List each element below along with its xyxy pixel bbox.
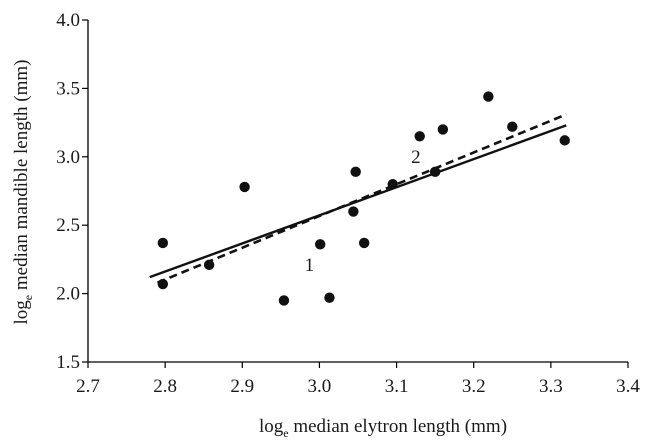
- data-point: [358, 237, 370, 249]
- fit-lines: [149, 113, 567, 284]
- y-tick-label: 3.5: [56, 78, 80, 99]
- data-point: [437, 124, 449, 135]
- data-point: [350, 166, 361, 178]
- y-tick-label: 1.5: [56, 352, 80, 373]
- y-tick-label: 3.0: [56, 147, 80, 168]
- y-tick-label: 2.0: [56, 284, 80, 305]
- x-tick-label: 3.4: [616, 376, 640, 397]
- line-label-1: 1: [305, 255, 315, 276]
- data-point: [278, 295, 290, 306]
- data-point: [348, 206, 359, 217]
- annotations: 12: [305, 147, 421, 276]
- data-point: [157, 278, 169, 290]
- data-point: [157, 237, 169, 249]
- data-point: [203, 259, 215, 271]
- x-tick-label: 2.9: [230, 376, 254, 397]
- line-label-2: 2: [411, 147, 421, 168]
- y-axis-label: loge median mandible length (mm): [11, 60, 35, 325]
- x-tick-label: 3.2: [462, 376, 486, 397]
- y-tick-label: 4.0: [56, 10, 80, 31]
- x-tick-label: 3.3: [539, 376, 563, 397]
- x-tick-label: 3.0: [308, 376, 332, 397]
- data-point: [507, 121, 518, 132]
- regression-line-1: [149, 124, 567, 279]
- data-point: [239, 181, 250, 193]
- data-point: [414, 131, 425, 142]
- x-tick-label: 2.7: [76, 376, 100, 397]
- x-axis-label: loge median elytron length (mm): [259, 416, 507, 440]
- data-point: [324, 292, 335, 303]
- data-point: [387, 178, 398, 190]
- regression-line-2: [156, 113, 567, 284]
- data-point: [429, 166, 441, 178]
- x-tick-label: 2.8: [153, 376, 177, 397]
- data-points: [157, 91, 570, 306]
- x-tick-label: 3.1: [385, 376, 409, 397]
- y-tick-label: 2.5: [56, 215, 80, 236]
- data-point: [559, 135, 570, 146]
- data-point: [483, 91, 494, 102]
- axes: 1.5 2.0 2.5 3.0 3.5 4.0 2.7 2.8 2.9 3.0 3.1 3.2 3.3 3…: [56, 10, 640, 397]
- data-point: [315, 239, 326, 250]
